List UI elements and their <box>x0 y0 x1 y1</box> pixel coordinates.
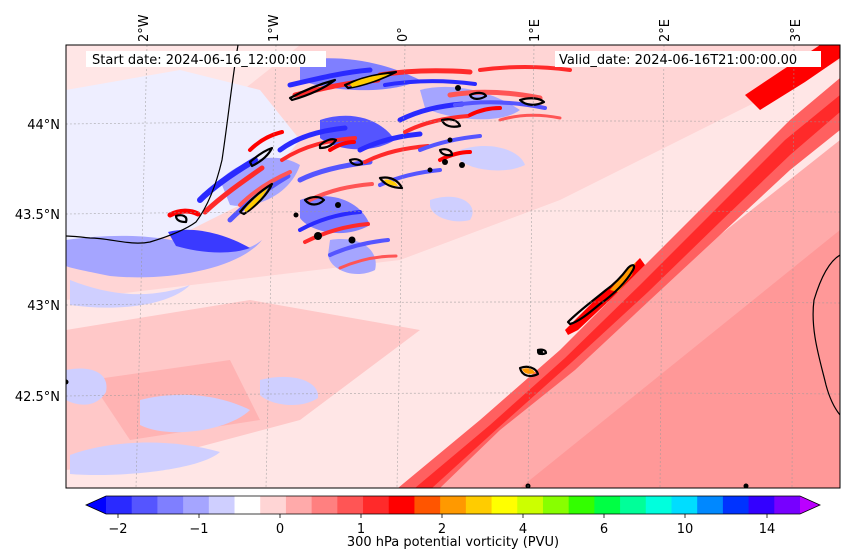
colorbar-cells <box>85 495 821 518</box>
colorbar-cell <box>388 496 416 514</box>
colorbar-cell <box>594 496 621 514</box>
graticule <box>66 45 840 488</box>
colorbar-tick-label: 0 <box>276 522 284 537</box>
lon-label-1w: 1°W <box>267 14 282 42</box>
colorbar-cell <box>440 496 467 514</box>
colorbar-cell <box>157 496 184 514</box>
colorbar-cell <box>414 496 441 514</box>
colorbar-cell <box>748 496 775 514</box>
colorbar-tick-label: 2 <box>438 522 446 537</box>
lon-label-2w: 2°W <box>137 14 152 42</box>
pv-black-cores <box>66 85 749 488</box>
start-date-box: Start date: 2024-06-16_12:00:00 <box>86 51 326 68</box>
lat-label-44n: 44°N <box>27 118 60 133</box>
colorbar-cell <box>517 496 544 514</box>
colorbar-outline <box>85 495 821 515</box>
colorbar-cell <box>671 496 698 514</box>
lat-label-43n: 43°N <box>27 299 60 314</box>
map-panel <box>66 45 840 488</box>
colorbar-ticks: −2 −1 0 1 2 4 6 10 14 <box>108 522 775 537</box>
colorbar-cell <box>106 496 133 514</box>
valid-date-label: Valid_date: 2024-06-16T21:00:00.00 <box>559 53 797 68</box>
lon-label-2e: 2°E <box>658 19 673 42</box>
valid-date-box: Valid_date: 2024-06-16T21:00:00.00 <box>555 51 821 68</box>
lon-label-0: 0° <box>396 27 411 42</box>
colorbar-extend-max <box>800 496 820 514</box>
colorbar-cell <box>208 496 236 514</box>
coastline <box>66 45 840 416</box>
colorbar-tick-label: −1 <box>189 522 208 537</box>
lon-label-3e: 3°E <box>789 19 804 42</box>
colorbar-cell <box>697 496 724 514</box>
colorbar-tick-label: 14 <box>759 522 776 537</box>
colorbar-cell <box>311 496 338 514</box>
colorbar-cell <box>337 496 364 514</box>
pv-filaments <box>167 65 572 270</box>
lat-label-43-5n: 43.5°N <box>15 208 60 223</box>
colorbar-extend-min <box>86 496 106 514</box>
colorbar-tick-label: 10 <box>677 522 694 537</box>
map-frame <box>65 44 841 489</box>
colorbar-cell <box>131 496 158 514</box>
colorbar-tick-label: −2 <box>108 522 127 537</box>
colorbar-cell <box>465 496 493 514</box>
pv-field-negative-areas <box>66 58 525 476</box>
colorbar-cell <box>285 496 313 514</box>
start-date-label: Start date: 2024-06-16_12:00:00 <box>92 53 306 68</box>
colorbar-tick-label: 1 <box>357 522 365 537</box>
colorbar-cell <box>542 496 570 514</box>
colorbar-cell <box>620 496 647 514</box>
colorbar-cell <box>645 496 673 514</box>
colorbar-cell <box>568 496 595 514</box>
lat-label-42-5n: 42.5°N <box>15 390 60 405</box>
colorbar-cell <box>363 496 390 514</box>
pv-cores <box>244 74 535 374</box>
colorbar-label: 300 hPa potential vorticity (PVU) <box>347 535 559 550</box>
lon-label-1e: 1°E <box>528 19 543 42</box>
colorbar-cell <box>722 496 750 514</box>
colorbar-cell <box>774 496 801 514</box>
colorbar-tick-label: 6 <box>600 522 608 537</box>
colorbar-cell <box>260 496 287 514</box>
colorbar-cell <box>491 496 518 514</box>
colorbar-tick-label: 4 <box>519 522 527 537</box>
colorbar-cell <box>183 496 210 514</box>
longitude-labels: 2°W 1°W 0° 1°E 2°E 3°E <box>137 14 804 42</box>
latitude-labels: 44°N 43.5°N 43°N 42.5°N <box>15 118 60 405</box>
colorbar-cell <box>234 496 261 514</box>
colorbar: −2 −1 0 1 2 4 6 10 14 300 hPa potential … <box>85 495 821 550</box>
